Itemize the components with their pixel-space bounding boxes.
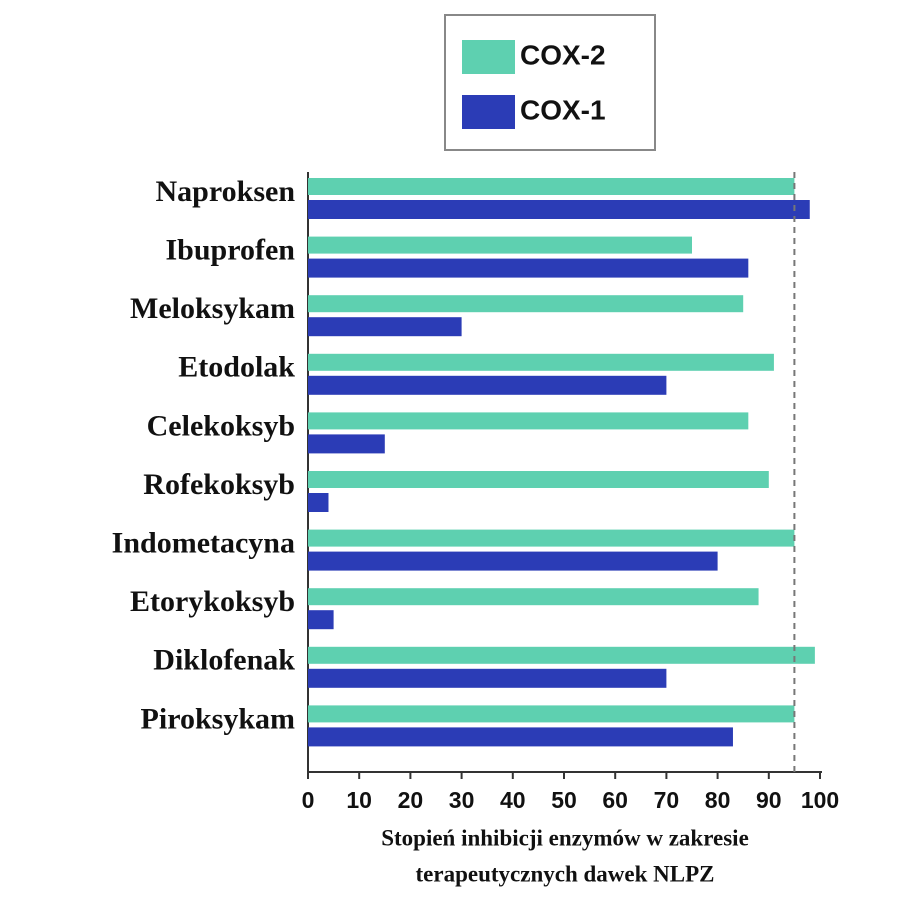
- bar: [308, 471, 769, 488]
- bar: [308, 412, 749, 430]
- bar: [308, 551, 718, 571]
- bar: [308, 200, 810, 219]
- x-tick-label: 30: [449, 787, 475, 813]
- x-axis-title: terapeutycznych dawek NLPZ: [416, 861, 715, 886]
- bar: [308, 434, 385, 454]
- category-label: Etorykoksyb: [130, 585, 295, 618]
- legend-label: COX-2: [520, 39, 606, 70]
- x-tick-label: 50: [551, 787, 577, 813]
- legend-box: [444, 14, 656, 151]
- category-label: Etodolak: [178, 351, 295, 384]
- bar: [308, 610, 334, 630]
- bar: [308, 236, 692, 254]
- x-tick-label: 80: [705, 787, 731, 813]
- category-label: Naproksen: [156, 175, 296, 208]
- bar: [308, 668, 667, 688]
- x-axis-title: Stopień inhibicji enzymów w zakresie: [381, 825, 749, 850]
- bar: [308, 493, 329, 512]
- bar: [308, 529, 795, 547]
- category-label: Indometacyna: [112, 526, 295, 559]
- x-tick-label: 10: [346, 787, 372, 813]
- x-tick-label: 100: [801, 787, 839, 813]
- x-tick-label: 0: [302, 787, 315, 813]
- category-label: Diklofenak: [153, 644, 295, 677]
- bar: [308, 178, 795, 195]
- category-label: Rofekoksyb: [143, 468, 295, 501]
- bar: [308, 353, 774, 371]
- bar: [308, 375, 667, 395]
- legend-label: COX-1: [520, 94, 606, 125]
- x-tick-label: 60: [602, 787, 628, 813]
- category-label: Celekoksyb: [147, 409, 295, 442]
- x-tick-label: 90: [756, 787, 782, 813]
- x-tick-label: 40: [500, 787, 526, 813]
- bar: [308, 646, 815, 664]
- bar: [308, 588, 759, 606]
- legend-swatch: [462, 95, 515, 129]
- category-label: Meloksykam: [130, 292, 295, 325]
- bar: [308, 705, 795, 723]
- category-label: Piroksykam: [141, 702, 295, 735]
- bar: [308, 258, 749, 278]
- legend-swatch: [462, 40, 515, 74]
- category-label: Ibuprofen: [166, 233, 296, 266]
- x-tick-label: 20: [398, 787, 424, 813]
- bar: [308, 295, 744, 313]
- bar: [308, 727, 733, 747]
- x-tick-label: 70: [654, 787, 680, 813]
- bar: [308, 317, 462, 337]
